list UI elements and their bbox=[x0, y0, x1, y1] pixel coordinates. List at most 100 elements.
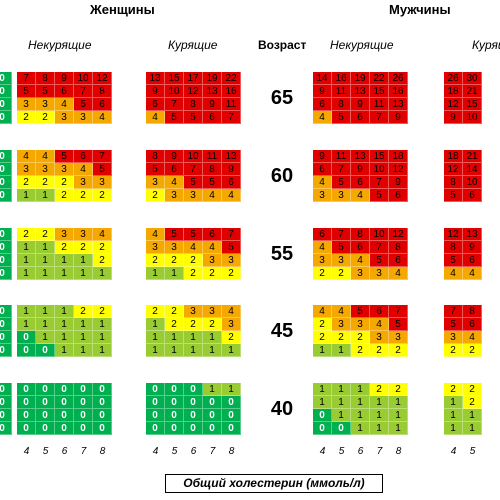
heat-cell-men-nonsmoking: 6 bbox=[370, 305, 389, 318]
heat-cell-women-nonsmoking: 0 bbox=[55, 396, 74, 409]
heat-cell-women-nonsmoking: 1 bbox=[55, 267, 74, 280]
heat-cell-men-smoking: 8 bbox=[444, 241, 463, 254]
heat-cell-women-nonsmoking: 4 bbox=[17, 150, 36, 163]
heat-cell-men-nonsmoking: 4 bbox=[351, 189, 370, 202]
heat-cell-women-nonsmoking: 3 bbox=[55, 111, 74, 124]
heat-cell-women-smoking: 13 bbox=[222, 150, 241, 163]
heat-cell-women-nonsmoking: 7 bbox=[17, 72, 36, 85]
heat-cell-men-nonsmoking: 1 bbox=[370, 409, 389, 422]
x-tick-label: 8 bbox=[99, 446, 106, 457]
heat-cell-women-smoking: 4 bbox=[203, 189, 222, 202]
heat-cell-women-nonsmoking: 3 bbox=[74, 228, 93, 241]
heat-cell-men-nonsmoking: 5 bbox=[351, 305, 370, 318]
heat-cell-men-nonsmoking: 15 bbox=[370, 150, 389, 163]
heat-cell-men-nonsmoking: 9 bbox=[351, 163, 370, 176]
heat-cell-women-smoking: 1 bbox=[146, 267, 165, 280]
heat-cell-women-nonsmoking: 6 bbox=[93, 98, 112, 111]
heat-cell-women-nonsmoking: 6 bbox=[55, 85, 74, 98]
heat-cell-men-nonsmoking: 6 bbox=[389, 254, 408, 267]
heat-cell-women-nonsmoking: 0 bbox=[74, 396, 93, 409]
x-axis-label: Общий холестерин (ммоль/л) bbox=[165, 474, 383, 493]
x-tick-label: 4 bbox=[450, 446, 457, 457]
heat-cell-men-nonsmoking: 5 bbox=[332, 241, 351, 254]
heat-cell-women-smoking: 5 bbox=[165, 111, 184, 124]
men-nonsmoking-label: Некурящие bbox=[330, 38, 394, 52]
x-tick-label: 7 bbox=[80, 446, 87, 457]
heat-cell-women-nonsmoking: 2 bbox=[55, 176, 74, 189]
heat-cell-men-smoking: 1 bbox=[463, 422, 482, 435]
women-smoking-label: Курящие bbox=[168, 38, 218, 52]
heat-cell-men-smoking: 18 bbox=[444, 85, 463, 98]
heat-cell-women-nonsmoking: 5 bbox=[55, 150, 74, 163]
heat-cell-women-smoking: 1 bbox=[222, 383, 241, 396]
heat-cell-women-nonsmoking: 2 bbox=[93, 254, 112, 267]
x-tick-label: 6 bbox=[190, 446, 197, 457]
heat-cell-men-smoking: 9 bbox=[444, 111, 463, 124]
heat-cell-left-edge: 0 bbox=[0, 254, 12, 267]
heat-cell-men-nonsmoking: 5 bbox=[332, 176, 351, 189]
heat-cell-men-nonsmoking: 7 bbox=[370, 111, 389, 124]
heat-cell-men-nonsmoking: 9 bbox=[351, 98, 370, 111]
heat-cell-women-nonsmoking: 1 bbox=[17, 189, 36, 202]
heat-cell-women-nonsmoking: 1 bbox=[36, 189, 55, 202]
heat-cell-women-smoking: 5 bbox=[203, 176, 222, 189]
heat-cell-women-nonsmoking: 4 bbox=[55, 98, 74, 111]
heat-cell-women-smoking: 7 bbox=[165, 98, 184, 111]
heat-cell-women-nonsmoking: 1 bbox=[93, 331, 112, 344]
heat-cell-men-smoking: 1 bbox=[444, 422, 463, 435]
heat-cell-men-smoking: 2 bbox=[463, 344, 482, 357]
heat-cell-men-smoking: 14 bbox=[463, 163, 482, 176]
heat-cell-women-smoking: 2 bbox=[146, 305, 165, 318]
heat-cell-men-smoking: 2 bbox=[463, 396, 482, 409]
heat-cell-men-nonsmoking: 13 bbox=[351, 85, 370, 98]
heat-cell-left-edge: 0 bbox=[0, 98, 12, 111]
women-header: Женщины bbox=[90, 2, 155, 17]
heat-cell-men-nonsmoking: 1 bbox=[370, 396, 389, 409]
men-smoking-label: Курящие bbox=[472, 38, 500, 52]
heat-cell-women-smoking: 15 bbox=[165, 72, 184, 85]
heat-cell-women-nonsmoking: 0 bbox=[17, 396, 36, 409]
x-tick-label: 5 bbox=[469, 446, 476, 457]
heat-cell-men-nonsmoking: 12 bbox=[389, 163, 408, 176]
heat-cell-men-nonsmoking: 1 bbox=[313, 396, 332, 409]
heat-cell-women-smoking: 2 bbox=[165, 318, 184, 331]
heat-cell-women-nonsmoking: 0 bbox=[36, 344, 55, 357]
heat-cell-women-nonsmoking: 0 bbox=[55, 409, 74, 422]
heat-cell-men-nonsmoking: 0 bbox=[313, 409, 332, 422]
heat-cell-women-nonsmoking: 1 bbox=[74, 254, 93, 267]
heat-cell-men-nonsmoking: 11 bbox=[370, 98, 389, 111]
heat-cell-women-smoking: 1 bbox=[146, 331, 165, 344]
heat-cell-women-nonsmoking: 1 bbox=[74, 267, 93, 280]
heat-cell-women-smoking: 5 bbox=[222, 241, 241, 254]
heat-cell-left-edge: 0 bbox=[0, 305, 12, 318]
heat-cell-women-smoking: 0 bbox=[203, 422, 222, 435]
heat-cell-women-smoking: 4 bbox=[222, 189, 241, 202]
heat-cell-women-nonsmoking: 1 bbox=[36, 241, 55, 254]
men-header: Мужчины bbox=[389, 2, 451, 17]
heat-cell-women-smoking: 0 bbox=[146, 422, 165, 435]
heat-cell-men-smoking: 6 bbox=[463, 318, 482, 331]
heat-cell-women-smoking: 16 bbox=[222, 85, 241, 98]
heat-cell-women-nonsmoking: 2 bbox=[93, 241, 112, 254]
heat-cell-women-smoking: 6 bbox=[203, 111, 222, 124]
heat-cell-men-nonsmoking: 6 bbox=[313, 228, 332, 241]
heat-cell-left-edge: 0 bbox=[0, 383, 12, 396]
x-tick-label: 8 bbox=[228, 446, 235, 457]
heat-cell-women-nonsmoking: 3 bbox=[36, 163, 55, 176]
heat-cell-women-nonsmoking: 2 bbox=[17, 228, 36, 241]
heat-cell-women-nonsmoking: 0 bbox=[17, 344, 36, 357]
heat-cell-women-smoking: 2 bbox=[184, 254, 203, 267]
heat-cell-women-smoking: 0 bbox=[165, 383, 184, 396]
heat-cell-men-smoking: 10 bbox=[463, 111, 482, 124]
heat-cell-left-edge: 0 bbox=[0, 163, 12, 176]
heat-cell-women-nonsmoking: 1 bbox=[17, 267, 36, 280]
heat-cell-men-nonsmoking: 5 bbox=[370, 189, 389, 202]
heat-cell-women-nonsmoking: 1 bbox=[17, 305, 36, 318]
heat-cell-women-nonsmoking: 1 bbox=[17, 254, 36, 267]
heat-cell-women-nonsmoking: 8 bbox=[93, 85, 112, 98]
heat-cell-men-smoking: 6 bbox=[463, 254, 482, 267]
heat-cell-women-smoking: 9 bbox=[146, 85, 165, 98]
heat-cell-men-nonsmoking: 9 bbox=[313, 85, 332, 98]
heat-cell-men-smoking: 9 bbox=[463, 241, 482, 254]
heat-cell-women-smoking: 6 bbox=[222, 176, 241, 189]
